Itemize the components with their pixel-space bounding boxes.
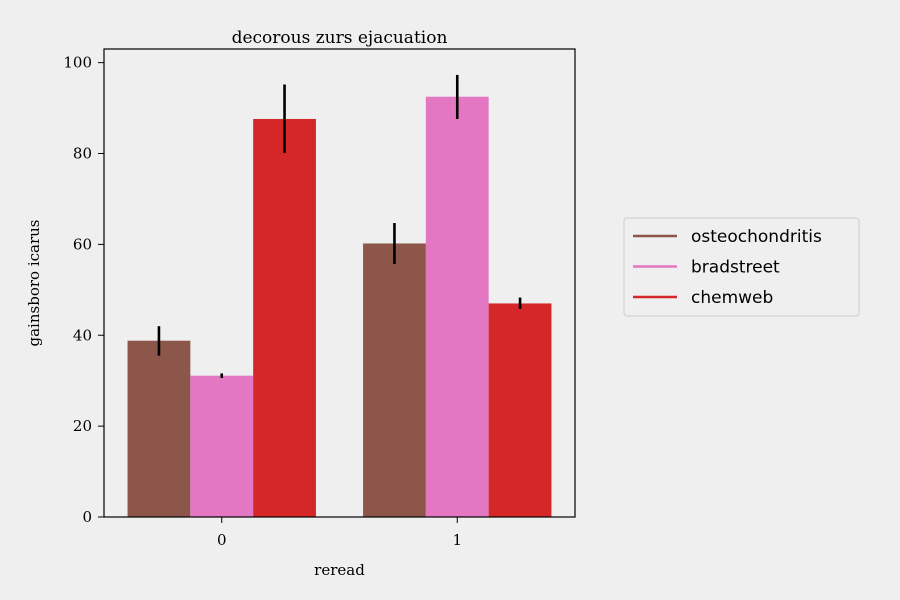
y-tick-label-40: 40: [73, 326, 92, 344]
bar-chemweb-0: [253, 118, 316, 518]
chart-title: decorous zurs ejacuation: [232, 28, 448, 48]
x-tick-label-1: 1: [452, 531, 462, 549]
y-tick-label-0: 0: [82, 508, 92, 526]
legend-label-osteochondritis: osteochondritis: [691, 227, 822, 247]
legend-box: [623, 217, 860, 317]
bar-osteochondritis-0: [127, 340, 191, 517]
bar-bradstreet-0: [190, 375, 254, 517]
y-tick-label-60: 60: [73, 235, 92, 253]
legend-label-bradstreet: bradstreet: [691, 258, 780, 278]
y-axis-label: gainsboro icarus: [25, 220, 43, 347]
errorbars-group: [157, 74, 522, 378]
x-axis-label: reread: [314, 561, 365, 579]
plot-frame: [103, 48, 576, 518]
legend-label-chemweb: chemweb: [691, 288, 773, 308]
legend: osteochondritis bradstreet chemweb: [623, 217, 860, 317]
bar-chemweb-1: [488, 303, 552, 517]
x-tick-label-0: 0: [217, 531, 227, 549]
y-axis: 0 20 40 60 80 100: [63, 54, 104, 526]
y-tick-label-100: 100: [63, 54, 92, 72]
y-tick-label-80: 80: [73, 145, 92, 163]
y-tick-label-20: 20: [73, 417, 92, 435]
bar-osteochondritis-1: [363, 243, 426, 517]
bars-group: [127, 96, 552, 518]
bar-bradstreet-1: [425, 96, 489, 517]
